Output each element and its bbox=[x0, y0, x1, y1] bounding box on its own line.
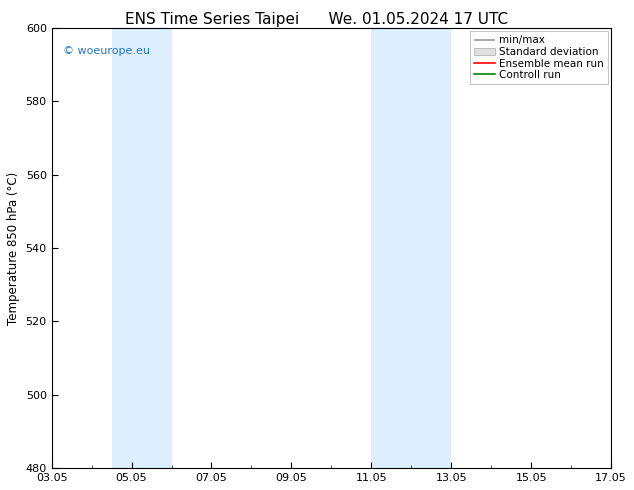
Legend: min/max, Standard deviation, Ensemble mean run, Controll run: min/max, Standard deviation, Ensemble me… bbox=[470, 31, 608, 84]
Bar bbox=[372, 28, 451, 468]
Text: ENS Time Series Taipei      We. 01.05.2024 17 UTC: ENS Time Series Taipei We. 01.05.2024 17… bbox=[126, 12, 508, 27]
Y-axis label: Temperature 850 hPa (°C): Temperature 850 hPa (°C) bbox=[7, 172, 20, 325]
Text: © woeurope.eu: © woeurope.eu bbox=[63, 46, 150, 56]
Bar bbox=[112, 28, 172, 468]
